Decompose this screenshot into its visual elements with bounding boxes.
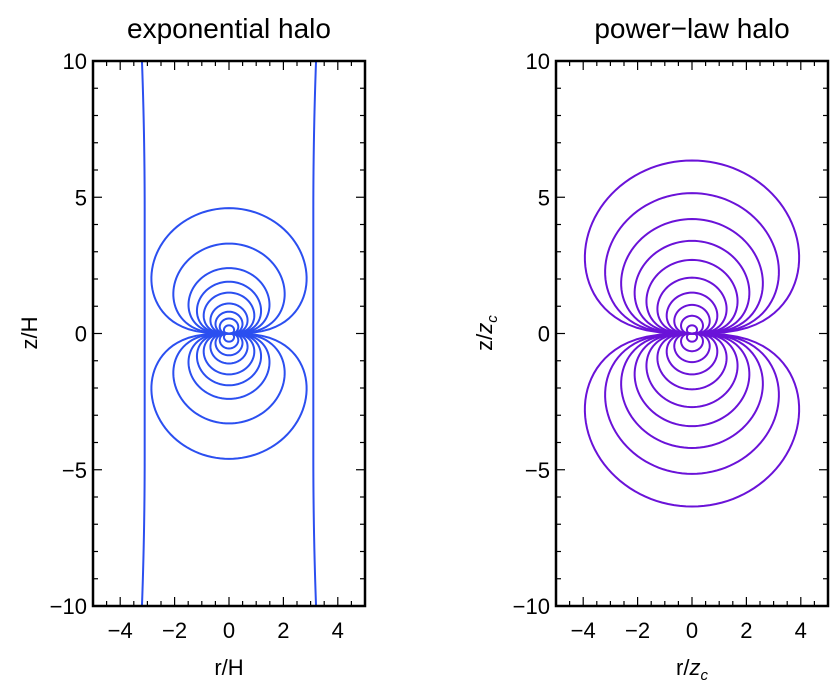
contour-group-exponential <box>140 60 318 607</box>
y-axis-label-exponential: z/H <box>17 317 42 350</box>
x-tick-label: 0 <box>223 618 235 643</box>
y-tick-label: 10 <box>526 49 550 74</box>
x-tick-labels-exponential: −4 −2 0 2 4 <box>108 618 344 643</box>
x-axis-label-exponential: r/H <box>214 655 243 680</box>
ticks-exponential <box>92 60 366 607</box>
x-tick-label: −4 <box>571 618 596 643</box>
x-tick-label: −4 <box>108 618 133 643</box>
open-contour-line <box>140 60 146 607</box>
open-contour-line <box>312 60 318 607</box>
chart-title-exponential: exponential halo <box>127 13 331 44</box>
x-tick-label: 4 <box>332 618 344 643</box>
x-tick-label: −2 <box>625 618 650 643</box>
y-tick-label: 10 <box>63 49 87 74</box>
y-tick-labels-exponential: −10 −5 0 5 10 <box>50 49 87 619</box>
x-tick-label: 0 <box>686 618 698 643</box>
x-tick-label: 4 <box>795 618 807 643</box>
x-tick-label: 2 <box>277 618 289 643</box>
y-axis-label-variable: z <box>472 323 497 335</box>
y-tick-label: 5 <box>538 185 550 210</box>
y-tick-label: 0 <box>75 322 87 347</box>
y-axis-label-power-law: z/zc <box>472 315 501 351</box>
y-tick-label: −5 <box>525 458 550 483</box>
ticks-power-law <box>555 60 829 607</box>
contour-line <box>685 324 699 343</box>
y-tick-labels-power-law: −10 −5 0 5 10 <box>513 49 550 619</box>
x-axis-label-variable: z <box>688 655 700 680</box>
x-axis-label-power-law: r/zc <box>676 655 708 684</box>
x-tick-label: −2 <box>162 618 187 643</box>
contour-group-power-law <box>583 159 801 508</box>
x-axis-label-subscript: c <box>700 667 708 684</box>
x-tick-label: 2 <box>740 618 752 643</box>
x-tick-labels-power-law: −4 −2 0 2 4 <box>571 618 807 643</box>
y-tick-label: 5 <box>75 185 87 210</box>
y-axis-label-subscript: c <box>484 315 501 323</box>
x-axis-label-prefix: r/ <box>676 655 690 680</box>
y-tick-label: 0 <box>538 322 550 347</box>
chart-title-power-law: power−law halo <box>594 13 789 44</box>
y-tick-label: −5 <box>62 458 87 483</box>
y-axis-label-prefix: z/ <box>472 333 497 351</box>
y-tick-label: −10 <box>50 594 87 619</box>
contour-line <box>222 324 236 343</box>
y-tick-label: −10 <box>513 594 550 619</box>
panel-exponential-halo: exponential halo −4 −2 0 2 4 −10 −5 0 5 10 r/H z… <box>17 13 367 680</box>
